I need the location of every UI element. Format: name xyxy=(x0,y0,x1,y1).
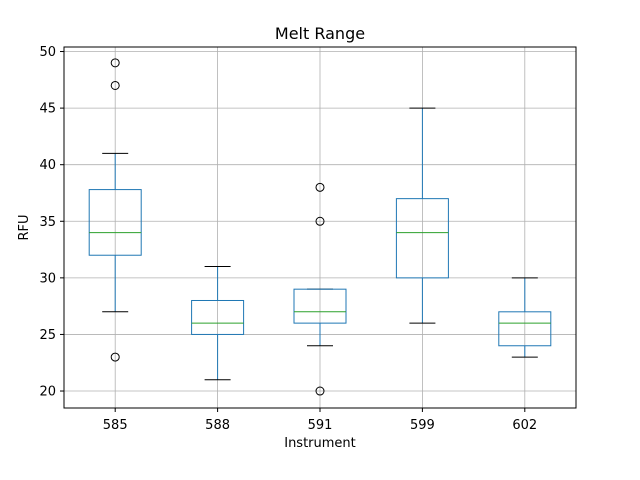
y-tick-label: 45 xyxy=(39,102,56,117)
x-tick-label: 599 xyxy=(410,418,435,433)
x-tick-label: 602 xyxy=(512,418,537,433)
x-axis-title: Instrument xyxy=(284,436,356,451)
box-591 xyxy=(293,182,347,396)
iqr-box xyxy=(191,299,245,335)
box-588 xyxy=(191,266,245,381)
outlier-point xyxy=(315,182,325,192)
iqr-box xyxy=(395,198,449,279)
y-tick-label: 20 xyxy=(39,385,56,400)
chart-title: Melt Range xyxy=(275,24,365,43)
outlier-point xyxy=(110,80,120,90)
y-tick-label: 25 xyxy=(39,328,56,343)
box-599 xyxy=(395,107,449,324)
plot-area xyxy=(88,58,552,396)
y-tick-label: 30 xyxy=(39,271,56,286)
y-tick-label: 40 xyxy=(39,158,56,173)
axes: 20 25 30 35 40 45 50 585 588 591 599 602 xyxy=(39,45,537,433)
outlier-point xyxy=(315,386,325,396)
x-tick-label: 585 xyxy=(103,418,128,433)
iqr-box xyxy=(88,189,142,256)
y-axis-title: RFU xyxy=(17,214,32,240)
x-tick-label: 588 xyxy=(205,418,230,433)
iqr-box xyxy=(293,288,347,324)
outlier-point xyxy=(110,58,120,68)
x-tick-label: 591 xyxy=(308,418,333,433)
box-602 xyxy=(498,277,552,358)
outlier-point xyxy=(315,216,325,226)
box-585 xyxy=(88,58,142,362)
outlier-point xyxy=(110,352,120,362)
y-tick-label: 35 xyxy=(39,215,56,230)
iqr-box xyxy=(498,311,552,347)
y-tick-label: 50 xyxy=(39,45,56,60)
